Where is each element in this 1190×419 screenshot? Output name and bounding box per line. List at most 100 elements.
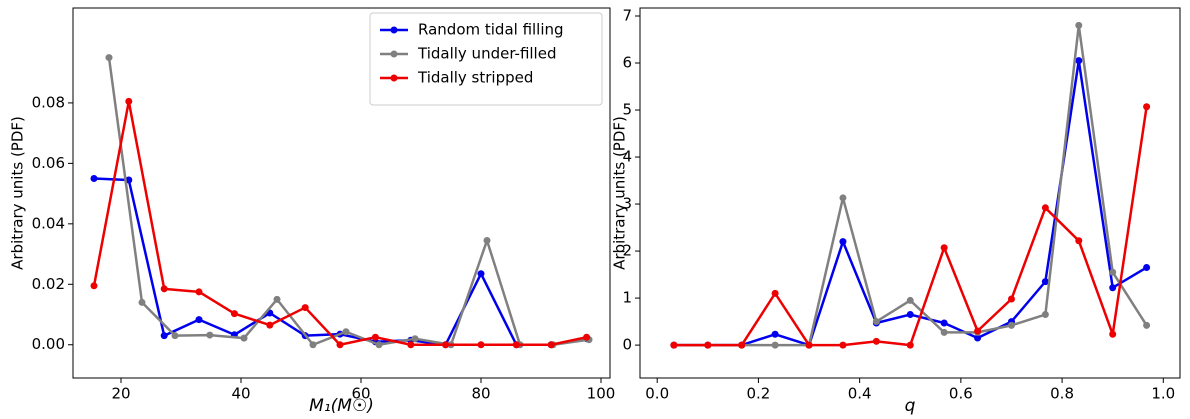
x-tick-label: 0.6	[949, 385, 973, 403]
y-axis-label: Arbitrary units (PDF)	[9, 116, 27, 270]
point	[273, 295, 281, 303]
y-tick-label: 0.06	[32, 154, 65, 172]
point	[771, 330, 779, 338]
point	[1041, 311, 1049, 319]
y-tick-label: 4	[622, 148, 632, 166]
point	[1143, 103, 1151, 111]
x-tick-label: 1.0	[1151, 385, 1175, 403]
y-tick-label: 0.08	[32, 93, 65, 111]
point	[906, 341, 914, 349]
plot-frame	[639, 7, 1181, 379]
point	[839, 194, 847, 202]
x-tick-label: 0.0	[645, 385, 669, 403]
point	[371, 333, 379, 341]
point	[940, 244, 948, 252]
point	[771, 341, 779, 349]
point	[704, 341, 712, 349]
legend-label: Tidally under-filled	[417, 45, 556, 63]
x-tick-label: 80	[471, 385, 490, 403]
y-tick-label: 7	[622, 6, 632, 24]
point	[1075, 57, 1083, 65]
point	[1143, 264, 1151, 272]
x-tick-label: 100	[587, 385, 616, 403]
point	[266, 321, 274, 329]
point	[906, 296, 914, 304]
point	[477, 341, 485, 349]
point	[1143, 321, 1151, 329]
point	[483, 236, 491, 244]
point	[125, 176, 133, 184]
y-tick-label: 3	[622, 195, 632, 213]
point	[342, 328, 350, 336]
point	[583, 333, 591, 341]
x-tick-label: 0.4	[848, 385, 872, 403]
y-axis-label: Arbitrary units (PDF)	[611, 116, 629, 270]
point	[1007, 321, 1015, 329]
point	[375, 341, 383, 349]
x-tick-label: 0.8	[1050, 385, 1074, 403]
point	[738, 341, 746, 349]
point	[1041, 204, 1049, 212]
point	[547, 341, 555, 349]
legend-marker	[390, 26, 398, 34]
legend-label: Tidally stripped	[417, 69, 533, 87]
point	[90, 282, 98, 290]
point	[974, 334, 982, 342]
x-tick-label: 0.2	[746, 385, 770, 403]
point	[206, 331, 214, 339]
point	[160, 285, 168, 293]
x-axis-label: q	[905, 396, 916, 416]
point	[90, 174, 98, 182]
y-tick-label: 0.04	[32, 214, 65, 232]
point	[512, 341, 520, 349]
point	[336, 341, 344, 349]
point	[160, 332, 168, 340]
point	[906, 311, 914, 319]
point	[940, 319, 948, 327]
point	[411, 335, 419, 343]
point	[940, 328, 948, 336]
point	[1075, 237, 1083, 245]
point	[872, 337, 880, 345]
point	[805, 341, 813, 349]
point	[195, 316, 203, 324]
y-tick-label: 0.02	[32, 275, 65, 293]
point	[477, 270, 485, 278]
point	[240, 334, 248, 342]
point	[407, 341, 415, 349]
legend-label: Random tidal filling	[418, 21, 564, 39]
x-axis-label: M₁(M☉)	[309, 396, 374, 416]
point	[1041, 278, 1049, 286]
y-tick-label: 1	[622, 289, 632, 307]
y-tick-label: 5	[622, 101, 632, 119]
point	[1109, 330, 1117, 338]
y-tick-label: 0	[622, 336, 632, 354]
point	[1109, 284, 1117, 292]
point	[771, 289, 779, 297]
x-tick-label: 40	[231, 385, 250, 403]
legend-box	[369, 12, 603, 106]
y-tick-label: 6	[622, 54, 632, 72]
point	[670, 341, 678, 349]
point	[309, 341, 317, 349]
y-tick-label: 0.00	[32, 335, 65, 353]
legend-marker	[390, 74, 398, 82]
point	[1007, 295, 1015, 303]
point	[230, 310, 238, 318]
point	[839, 238, 847, 246]
point	[138, 298, 146, 306]
point	[442, 341, 450, 349]
point	[974, 327, 982, 335]
point	[1075, 21, 1083, 29]
point	[171, 332, 179, 340]
legend-marker	[390, 50, 398, 58]
point	[105, 54, 113, 62]
x-tick-label: 20	[111, 385, 130, 403]
point	[839, 341, 847, 349]
series-line	[92, 100, 587, 346]
point	[872, 318, 880, 326]
point	[125, 97, 133, 105]
y-tick-label: 2	[622, 242, 632, 260]
point	[1109, 268, 1117, 276]
